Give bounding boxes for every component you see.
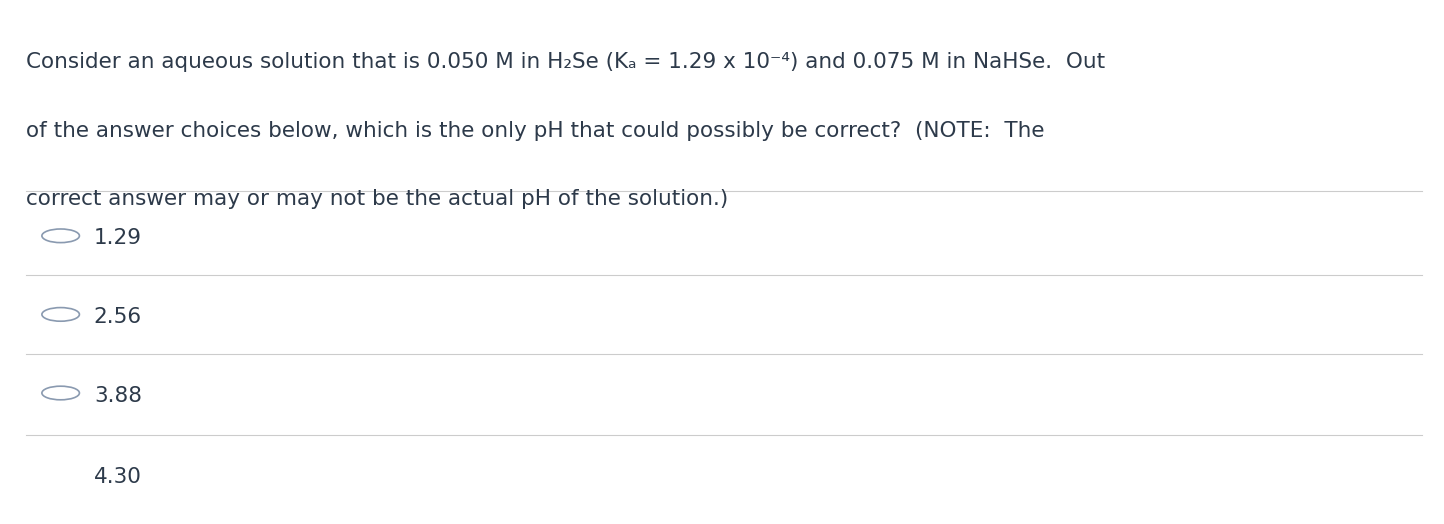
Text: correct answer may or may not be the actual pH of the solution.): correct answer may or may not be the act… [26,189,728,209]
Text: 1.29: 1.29 [94,228,142,248]
Text: 2.56: 2.56 [94,307,142,327]
Text: 3.88: 3.88 [94,386,142,406]
Text: 4.30: 4.30 [94,467,142,487]
Text: of the answer choices below, which is the only pH that could possibly be correct: of the answer choices below, which is th… [26,121,1044,140]
Text: Consider an aqueous solution that is 0.050 M in H₂Se (Kₐ = 1.29 x 10⁻⁴) and 0.07: Consider an aqueous solution that is 0.0… [26,52,1105,72]
